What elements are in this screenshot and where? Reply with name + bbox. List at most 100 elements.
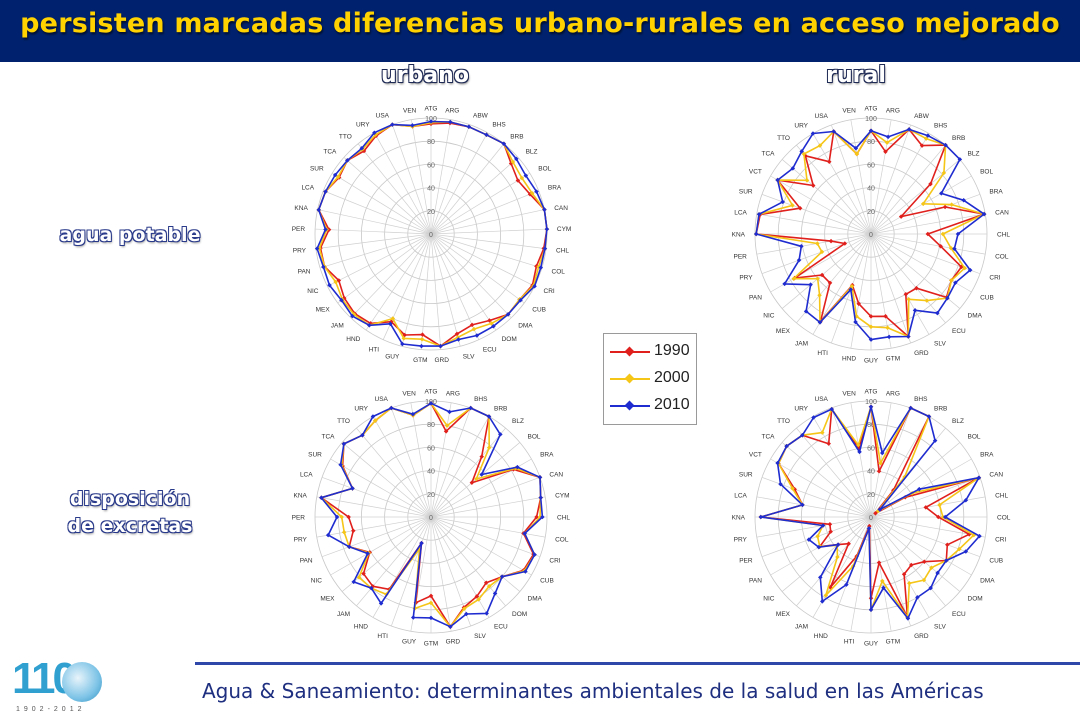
grid-spoke	[430, 496, 546, 518]
category-label: PAN	[298, 268, 311, 275]
radial-tick-label: 40	[427, 186, 435, 193]
title-banner: persisten marcadas diferencias urbano-ru…	[0, 0, 1080, 62]
data-point-2010	[316, 207, 321, 213]
grid-spoke	[761, 193, 872, 235]
data-point-2010	[753, 231, 759, 237]
data-point-1990	[922, 559, 927, 565]
category-label: URY	[356, 122, 370, 129]
data-point-2000	[401, 336, 407, 341]
grid-spoke	[870, 407, 912, 518]
legend-label-2010: 2010	[654, 396, 690, 413]
category-label: PAN	[300, 558, 313, 565]
logo-years: 1902-2012	[16, 706, 86, 713]
category-label: COL	[555, 536, 569, 543]
category-label: CRI	[544, 288, 555, 295]
grid-spoke	[812, 133, 872, 235]
category-label: CUB	[989, 558, 1003, 565]
data-point-2000	[471, 326, 477, 332]
category-label: ATG	[865, 106, 878, 113]
grid-spoke	[341, 516, 432, 592]
radial-tick-label: 60	[867, 445, 875, 452]
row-label-sanitation: disposición de excretas	[40, 486, 220, 540]
category-label: LCA	[734, 493, 747, 500]
column-label-urban: urbano	[381, 63, 469, 88]
data-point-2010	[811, 415, 816, 420]
grid-spoke	[372, 416, 432, 518]
data-point-2010	[438, 343, 443, 349]
grid-spoke	[870, 516, 972, 576]
category-label: ARG	[886, 107, 900, 114]
data-point-2010	[505, 312, 511, 317]
grid-spoke	[870, 233, 930, 335]
data-point-2000	[489, 321, 494, 326]
category-label: BRA	[980, 452, 994, 459]
grid-spoke	[870, 133, 930, 235]
grid-spoke	[870, 402, 892, 518]
data-point-1990	[826, 159, 832, 164]
data-point-2010	[928, 585, 933, 591]
category-label: NIC	[311, 578, 323, 585]
data-point-2010	[957, 157, 963, 162]
radar-svg: 020406080100ATGARGABWBHSBRBBLZBOLBRACANC…	[292, 106, 572, 365]
category-label: HTI	[844, 639, 855, 646]
grid-spoke	[870, 476, 981, 518]
category-label: DOM	[502, 336, 517, 343]
radial-tick-label: 80	[427, 422, 435, 429]
grid-spoke	[770, 233, 872, 293]
grid-spoke	[430, 209, 545, 235]
category-label: GRD	[446, 639, 461, 646]
grid-spoke	[870, 516, 930, 618]
data-point-2010	[981, 211, 987, 217]
category-label: COL	[995, 253, 1009, 260]
category-label: USA	[815, 113, 829, 120]
data-point-2000	[801, 151, 807, 157]
grid-spoke	[430, 516, 532, 576]
category-label: TTO	[337, 418, 350, 425]
category-label: DOM	[968, 596, 983, 603]
data-point-2010	[885, 134, 891, 140]
category-label: BRB	[510, 134, 523, 141]
category-label: CHL	[557, 515, 570, 522]
data-point-1990	[936, 514, 941, 520]
grid-spoke	[870, 516, 912, 627]
grid-spoke	[830, 407, 872, 518]
grid-spoke	[365, 233, 432, 331]
category-label: COL	[997, 515, 1011, 522]
category-label: CUB	[980, 295, 994, 302]
data-point-1990	[454, 331, 460, 337]
category-label: PER	[739, 558, 753, 565]
category-label: GTM	[886, 639, 900, 646]
data-point-2000	[820, 430, 825, 435]
data-point-2010	[484, 611, 489, 616]
data-point-2000	[529, 191, 535, 196]
grid-spoke	[830, 124, 872, 235]
category-label: ATG	[425, 106, 438, 113]
data-point-2010	[961, 197, 966, 203]
grid-spoke	[356, 427, 432, 518]
category-label: DMA	[528, 596, 543, 603]
grid-spoke	[337, 233, 432, 304]
data-point-1990	[901, 571, 907, 577]
data-point-2010	[491, 323, 496, 329]
grid-spoke	[781, 233, 872, 309]
category-label: ECU	[483, 346, 497, 353]
radial-tick-label: 0	[869, 232, 873, 239]
series-line-2010	[316, 120, 548, 347]
category-label: MEX	[320, 596, 335, 603]
category-label: ARG	[886, 390, 900, 397]
category-label: TTO	[339, 134, 352, 141]
data-point-2010	[806, 537, 812, 542]
grid-spoke	[430, 233, 525, 304]
category-label: VEN	[403, 107, 417, 114]
data-point-2010	[803, 309, 809, 314]
category-label: BLZ	[968, 151, 980, 158]
category-label: DMA	[518, 323, 533, 330]
grid-spoke	[374, 132, 432, 235]
grid-spoke	[430, 516, 521, 592]
radial-tick-label: 40	[427, 469, 435, 476]
series-line-2000	[317, 121, 548, 347]
data-point-2010	[428, 615, 434, 621]
data-point-2000	[341, 530, 347, 535]
data-point-1990	[898, 214, 904, 219]
